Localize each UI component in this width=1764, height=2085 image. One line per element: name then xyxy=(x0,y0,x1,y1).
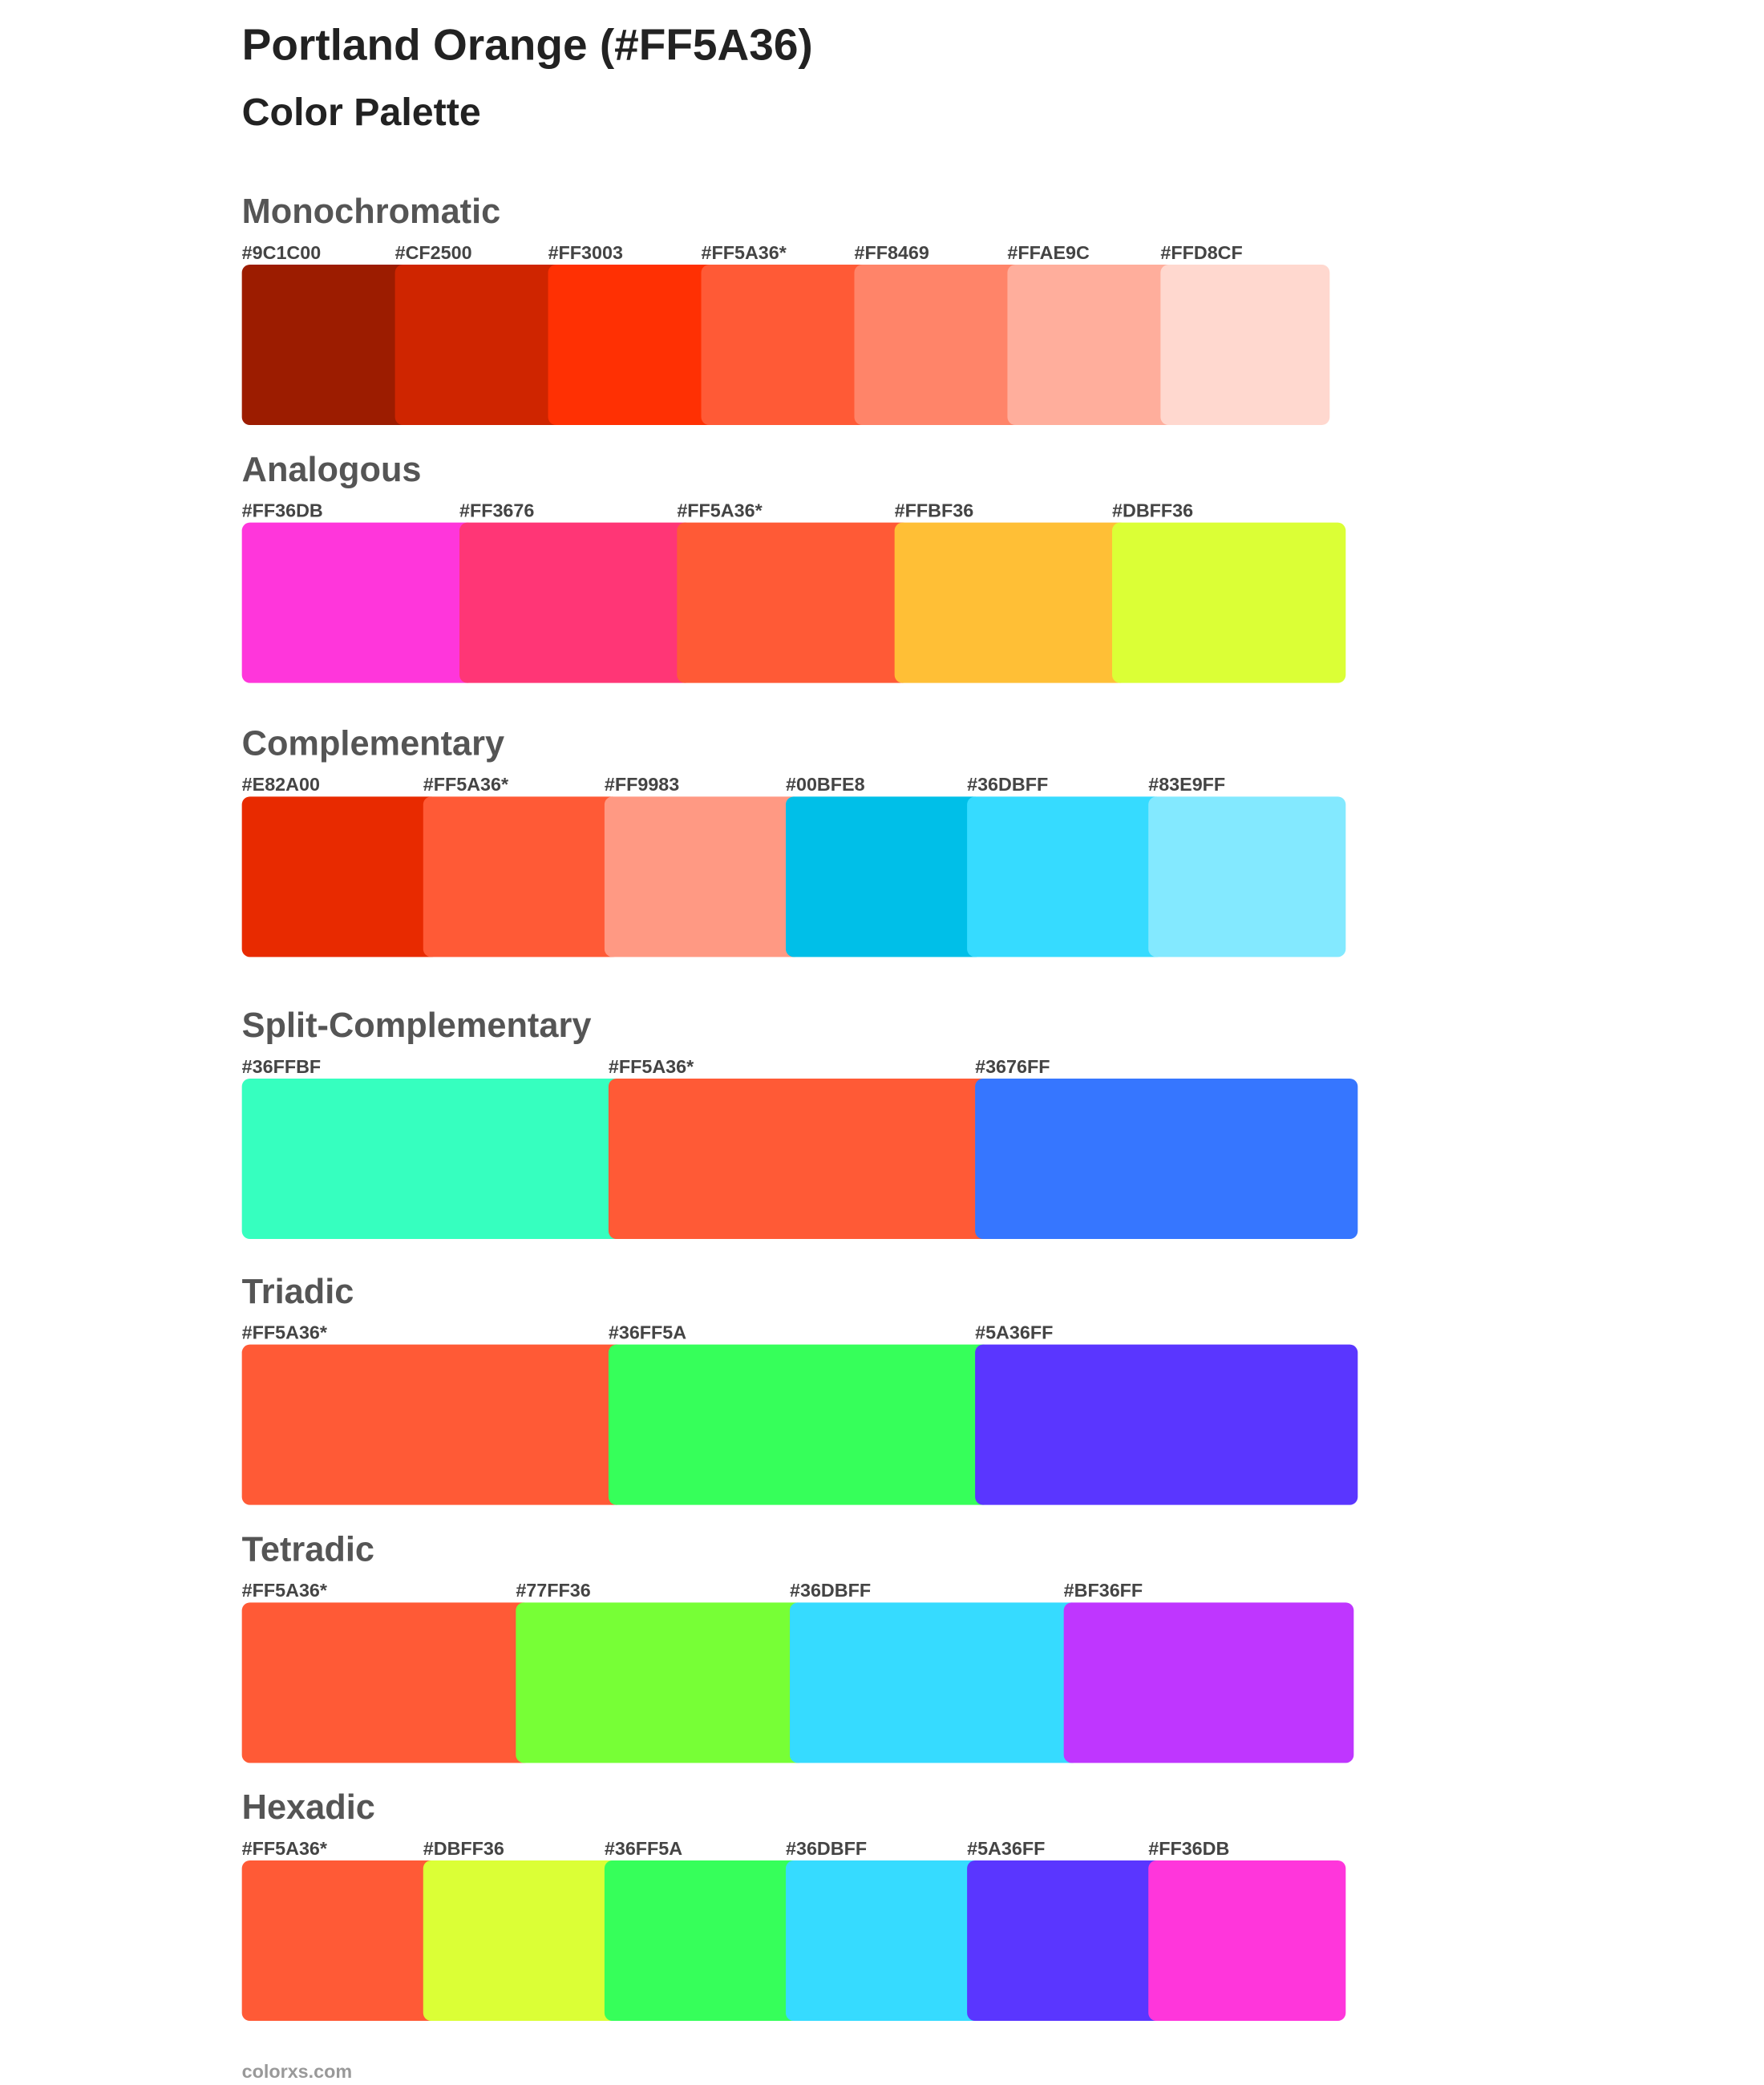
swatch-label: #83E9FF xyxy=(1148,774,1225,795)
swatch xyxy=(786,796,984,957)
swatch-label: #BF36FF xyxy=(1064,1580,1143,1601)
section-heading: Tetradic xyxy=(242,1530,374,1569)
swatch xyxy=(1160,265,1330,425)
swatch-label: #36DBFF xyxy=(786,1838,867,1859)
swatch xyxy=(241,1344,625,1505)
swatch xyxy=(967,796,1165,957)
section-heading: Triadic xyxy=(242,1273,354,1311)
swatch xyxy=(1007,265,1177,425)
swatch-label: #36FF5A xyxy=(609,1322,686,1342)
swatch xyxy=(967,1860,1165,2021)
swatch xyxy=(677,522,911,683)
section-heading: Complementary xyxy=(242,724,504,763)
swatch-label: #36DBFF xyxy=(790,1580,871,1601)
swatch-label: #FF5A36* xyxy=(242,1838,328,1859)
swatch-label: #77FF36 xyxy=(516,1580,590,1601)
swatch-label: #DBFF36 xyxy=(423,1838,504,1859)
title: Portland Orange (#FF5A36) xyxy=(242,20,813,70)
swatch xyxy=(423,1860,621,2021)
swatch xyxy=(241,1860,439,2021)
swatch xyxy=(241,796,439,957)
subtitle: Color Palette xyxy=(242,91,481,134)
swatch-label: #FF5A36* xyxy=(677,500,763,520)
swatch xyxy=(516,1602,806,1763)
section-heading: Analogous xyxy=(242,451,422,489)
footer: colorxs.com xyxy=(242,2061,352,2082)
section-heading: Split-Complementary xyxy=(242,1006,592,1045)
swatch xyxy=(241,265,411,425)
section-heading: Monochromatic xyxy=(242,192,501,231)
swatch-label: #5A36FF xyxy=(967,1838,1045,1859)
swatch xyxy=(1148,796,1346,957)
swatch xyxy=(854,265,1024,425)
swatch-label: #5A36FF xyxy=(975,1322,1053,1342)
swatch xyxy=(975,1079,1358,1239)
swatch xyxy=(790,1602,1080,1763)
swatch-label: #FFBF36 xyxy=(895,500,974,520)
swatch-label: #FFAE9C xyxy=(1007,242,1090,263)
swatch-label: #FF5A36* xyxy=(609,1056,694,1077)
swatch xyxy=(423,796,621,957)
swatch-label: #FF8469 xyxy=(854,242,929,263)
swatch-label: #CF2500 xyxy=(395,242,472,263)
swatch xyxy=(608,1344,992,1505)
swatch xyxy=(548,265,718,425)
swatch-label: #FF5A36* xyxy=(242,1322,328,1342)
swatch xyxy=(1063,1602,1354,1763)
swatch-label: #FF3003 xyxy=(548,242,623,263)
swatch-label: #FF5A36* xyxy=(242,1580,328,1601)
swatch xyxy=(975,1344,1358,1505)
swatch xyxy=(241,1602,532,1763)
swatch-label: #00BFE8 xyxy=(786,774,865,795)
swatch-label: #9C1C00 xyxy=(242,242,322,263)
swatch-label: #FF5A36* xyxy=(423,774,509,795)
swatch-label: #3676FF xyxy=(975,1056,1050,1077)
swatch xyxy=(241,522,475,683)
swatch-label: #FF36DB xyxy=(242,500,323,520)
swatch-label: #FF9983 xyxy=(605,774,679,795)
swatch xyxy=(241,1079,625,1239)
swatch-label: #FF36DB xyxy=(1148,1838,1229,1859)
swatch xyxy=(604,1860,802,2021)
swatch xyxy=(1148,1860,1346,2021)
section-heading: Hexadic xyxy=(242,1788,375,1827)
swatch-label: #36DBFF xyxy=(967,774,1048,795)
swatch xyxy=(459,522,694,683)
swatch-label: #36FF5A xyxy=(605,1838,682,1859)
swatch xyxy=(786,1860,984,2021)
swatch xyxy=(1112,522,1346,683)
swatch-label: #36FFBF xyxy=(242,1056,322,1077)
swatch xyxy=(394,265,564,425)
swatch xyxy=(894,522,1128,683)
swatch-label: #DBFF36 xyxy=(1112,500,1193,520)
swatch xyxy=(701,265,871,425)
swatch-label: #FFD8CF xyxy=(1160,242,1242,263)
swatch-label: #E82A00 xyxy=(242,774,320,795)
swatch-label: #FF5A36* xyxy=(702,242,787,263)
swatch xyxy=(608,1079,992,1239)
swatch xyxy=(604,796,802,957)
swatch-label: #FF3676 xyxy=(459,500,534,520)
